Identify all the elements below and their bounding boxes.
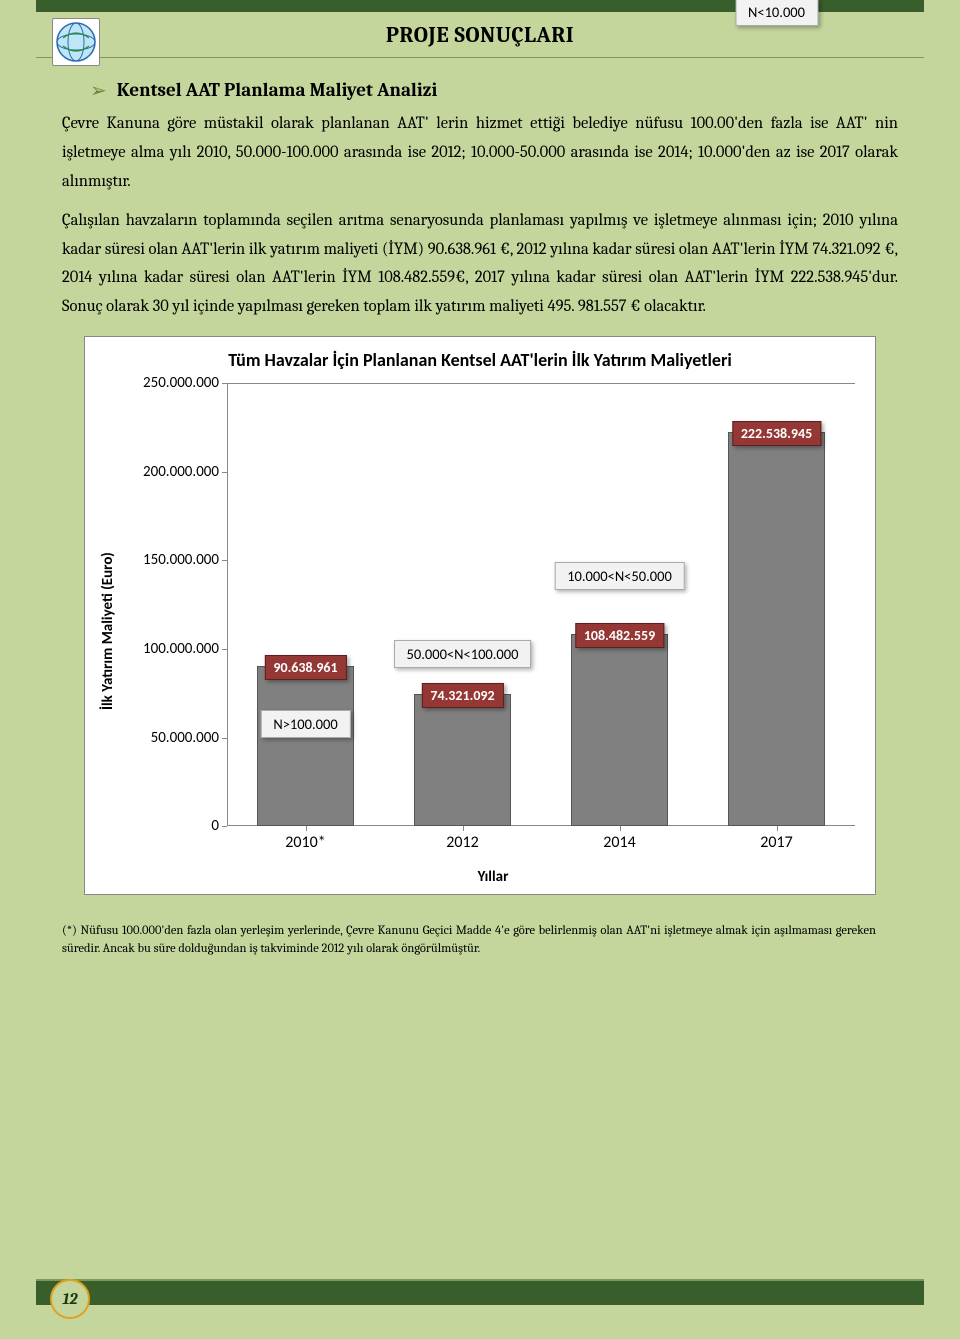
bullet-arrow-icon: ➢ xyxy=(90,78,107,102)
bar-value-label: 90.638.961 xyxy=(264,655,346,680)
chart-xlabel: Yıllar xyxy=(121,868,865,886)
xtick-mark xyxy=(620,826,621,831)
ytick-mark xyxy=(222,738,227,739)
xtick-label: 2017 xyxy=(760,833,792,852)
xtick-label: 2012 xyxy=(446,833,478,852)
ytick-mark xyxy=(222,560,227,561)
plot-wrap: 0 50.000.000 100.000.000 150.000.000 200.000… xyxy=(121,377,865,886)
ytick-label: 50.000.000 xyxy=(127,729,227,747)
footer-band xyxy=(36,1279,924,1305)
logo xyxy=(52,18,100,66)
bar-range-label: 50.000<N<100.000 xyxy=(394,640,532,668)
bar-range-label: N>100.000 xyxy=(260,710,350,738)
page-container: PROJE SONUÇLARI ➢ Kentsel AAT Planlama M… xyxy=(0,0,960,1339)
page-title: PROJE SONUÇLARI xyxy=(386,22,574,48)
section-heading-row: ➢ Kentsel AAT Planlama Maliyet Analizi xyxy=(90,78,898,102)
bar-value-label: 222.538.945 xyxy=(732,421,821,446)
bar-range-label: N<10.000 xyxy=(735,0,818,26)
chart-body: İlk Yatırım Maliyeti (Euro) 0 50.000.000 1… xyxy=(95,377,865,886)
page-number: 12 xyxy=(62,1290,77,1308)
content-area: ➢ Kentsel AAT Planlama Maliyet Analizi Ç… xyxy=(62,78,898,958)
xtick-mark xyxy=(777,826,778,831)
ytick-label: 200.000.000 xyxy=(127,463,227,481)
ytick-label: 0 xyxy=(127,817,227,835)
ytick-mark xyxy=(222,826,227,827)
gridline xyxy=(227,383,855,384)
xtick-label: 2010* xyxy=(285,833,325,852)
chart-container: Tüm Havzalar İçin Planlanan Kentsel AAT'… xyxy=(84,336,876,895)
plot-area: 0 50.000.000 100.000.000 150.000.000 200.000… xyxy=(127,377,865,862)
page-number-badge: 12 xyxy=(50,1279,90,1319)
xtick-mark xyxy=(463,826,464,831)
chart-ylabel: İlk Yatırım Maliyeti (Euro) xyxy=(95,437,121,826)
section-heading: Kentsel AAT Planlama Maliyet Analizi xyxy=(117,79,438,101)
xtick-mark xyxy=(306,826,307,831)
chart-footnote: (*) Nüfusu 100.000'den fazla olan yerleş… xyxy=(62,923,876,958)
paragraph-2: Çalışılan havzaların toplamında seçilen … xyxy=(62,207,898,323)
ytick-mark xyxy=(222,472,227,473)
ytick-label: 150.000.000 xyxy=(127,551,227,569)
chart-title: Tüm Havzalar İçin Planlanan Kentsel AAT'… xyxy=(95,349,865,371)
bar-value-label: 74.321.092 xyxy=(421,683,503,708)
bar-value-label: 108.482.559 xyxy=(575,623,664,648)
xtick-label: 2014 xyxy=(603,833,635,852)
bar xyxy=(728,432,825,826)
ytick-label: 100.000.000 xyxy=(127,640,227,658)
bar xyxy=(257,666,354,827)
bar xyxy=(414,694,511,826)
ytick-mark xyxy=(222,649,227,650)
paragraph-1: Çevre Kanuna göre müstakil olarak planla… xyxy=(62,110,898,197)
bar xyxy=(571,634,668,826)
ytick-label: 250.000.000 xyxy=(127,374,227,392)
bar-range-label: 10.000<N<50.000 xyxy=(554,562,685,590)
globe-icon xyxy=(55,21,97,63)
